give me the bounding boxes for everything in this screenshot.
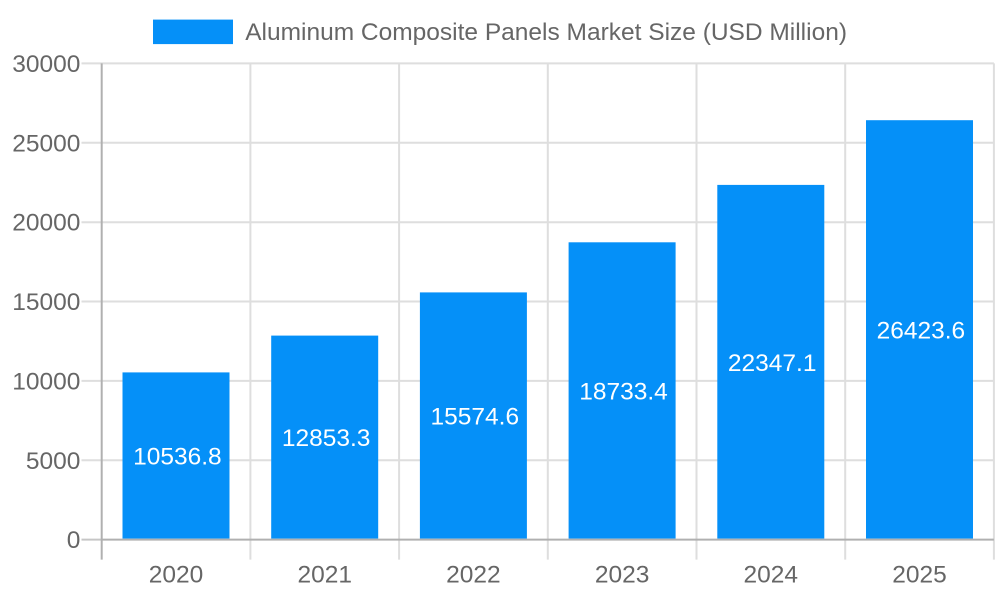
svg-text:2023: 2023 xyxy=(595,561,650,588)
svg-text:2021: 2021 xyxy=(297,561,352,588)
svg-text:26423.6: 26423.6 xyxy=(877,317,966,344)
svg-text:10000: 10000 xyxy=(12,368,80,395)
svg-text:2024: 2024 xyxy=(744,561,799,588)
svg-text:5000: 5000 xyxy=(26,448,81,475)
svg-text:15000: 15000 xyxy=(12,289,80,316)
svg-text:25000: 25000 xyxy=(12,130,80,157)
svg-text:10536.8: 10536.8 xyxy=(133,444,222,471)
svg-text:15574.6: 15574.6 xyxy=(431,404,520,431)
svg-text:2022: 2022 xyxy=(446,561,501,588)
svg-text:0: 0 xyxy=(67,527,81,554)
svg-text:2020: 2020 xyxy=(149,561,204,588)
svg-text:30000: 30000 xyxy=(12,51,80,78)
svg-text:2025: 2025 xyxy=(892,561,947,588)
svg-text:20000: 20000 xyxy=(12,210,80,237)
svg-text:Aluminum Composite Panels Mark: Aluminum Composite Panels Market Size (U… xyxy=(245,19,847,46)
svg-text:18733.4: 18733.4 xyxy=(579,379,668,406)
svg-text:12853.3: 12853.3 xyxy=(282,425,371,452)
svg-text:22347.1: 22347.1 xyxy=(728,350,817,377)
